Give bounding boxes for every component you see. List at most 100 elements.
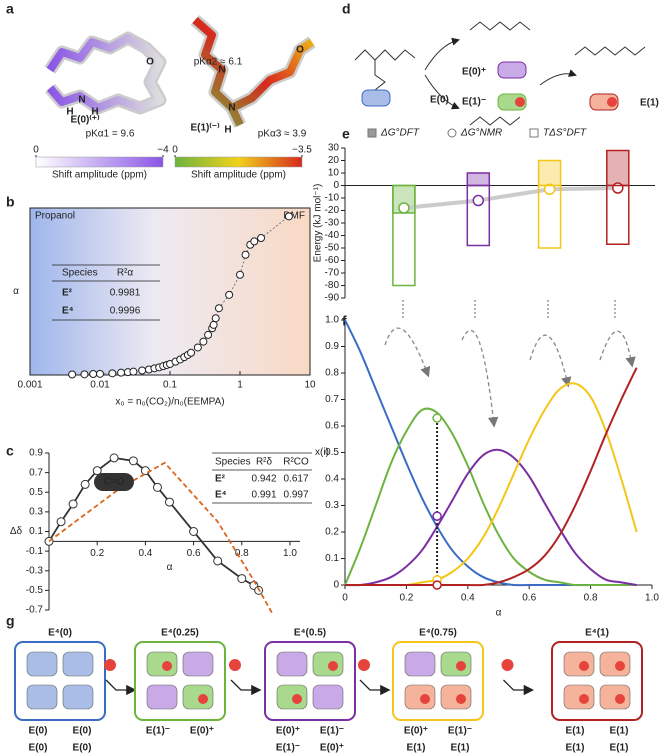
y-tick-label: 30	[328, 143, 340, 154]
series-line	[345, 367, 638, 587]
series-line	[344, 448, 637, 587]
table-cell: 0.9996	[110, 306, 141, 317]
atom-label: O	[146, 57, 154, 68]
data-point	[237, 574, 247, 584]
tile	[26, 684, 58, 710]
tile	[146, 684, 178, 710]
y-tick-label: 0.7	[325, 394, 339, 405]
molecule-decor	[44, 15, 316, 128]
x-tick-label: 1.0	[645, 593, 659, 604]
tile	[146, 651, 178, 677]
colorbar-tick-label: 0	[33, 145, 39, 156]
annotation: DMF	[283, 211, 305, 222]
x-tick-label: 0.6	[522, 593, 536, 604]
table-cell: 0.617	[283, 474, 308, 485]
x-tick-label: 0.8	[584, 593, 598, 604]
tile	[26, 651, 58, 677]
y-tick-label: 0.9	[29, 448, 43, 459]
tile	[563, 651, 595, 677]
atom-label: N	[228, 103, 235, 114]
y-tick-label: 0.3	[325, 500, 339, 511]
annotation: Propanol	[35, 211, 75, 222]
species-label: E(0)⁺	[404, 726, 428, 737]
table-header: Species	[215, 457, 251, 468]
nmr-point	[398, 202, 410, 214]
x-tick-label: 1.0	[283, 548, 297, 559]
tile	[440, 684, 472, 710]
series-line	[344, 319, 637, 587]
data-point	[138, 366, 147, 375]
data-point	[209, 320, 218, 329]
reaction-arrow	[503, 679, 535, 696]
x-tick-label: 0.2	[90, 548, 104, 559]
tds-bar	[392, 184, 416, 287]
species-label: E(0)	[29, 743, 48, 754]
x-tick-label: 10	[304, 380, 316, 391]
table-cell: E²	[215, 474, 226, 485]
data-point	[68, 370, 77, 379]
table-header: R²CO	[283, 457, 309, 468]
species-label: E(1)	[566, 726, 585, 737]
co2-ball	[501, 659, 514, 671]
y-tick-label: 20	[328, 155, 340, 166]
data-point	[92, 466, 102, 476]
nmr-point	[612, 182, 624, 194]
panel-label: g	[6, 613, 15, 629]
x-tick-label: 0.001	[17, 380, 42, 391]
species-label: E(1)	[407, 743, 426, 754]
data-point	[213, 556, 223, 566]
tds-bar	[537, 184, 562, 249]
data-point	[236, 270, 244, 279]
species-label: E(1)	[610, 726, 629, 737]
nmr-point	[543, 183, 556, 195]
y-tick-label: -40	[325, 230, 340, 241]
co2-ball	[579, 694, 589, 704]
state-label: E⁴(0.5)	[294, 628, 326, 639]
legend-swatch	[367, 128, 377, 138]
colorbar-tick-label: −3.5	[292, 145, 312, 156]
data-point	[187, 348, 196, 357]
species-label: E(0)⁺	[462, 67, 486, 78]
tile	[599, 684, 631, 710]
y-tick-label: 0.6	[325, 421, 339, 432]
marker-point	[432, 511, 442, 521]
tile	[276, 684, 308, 710]
data-point	[80, 370, 89, 379]
species-label: E(1)	[610, 743, 629, 754]
y-tick-label: 0.3	[29, 507, 43, 518]
reaction-arrow	[105, 679, 137, 696]
y-tick-label: 0.7	[29, 467, 43, 478]
data-point	[211, 314, 220, 323]
dg-bar	[606, 149, 630, 187]
state-label: E⁴(0.25)	[161, 628, 199, 639]
x-axis-label: x₀ = n₀(CO₂)/n₀(EEMPA)	[115, 397, 224, 408]
co2-ball	[456, 694, 466, 704]
dg-bar	[537, 159, 562, 187]
y-tick-label: 0.8	[325, 368, 339, 379]
species-label: E(1)⁻	[320, 726, 344, 737]
data-point	[199, 337, 208, 346]
legend-label: ΔG°DFT	[380, 128, 420, 139]
y-axis-label: x(i)	[315, 447, 329, 458]
data-point	[152, 482, 162, 492]
data-point	[109, 453, 119, 463]
y-tick-label: 0.9	[325, 341, 339, 352]
x-tick-label: 0.6	[187, 548, 201, 559]
co2-ball	[328, 661, 338, 671]
table-cell: 0.9981	[110, 288, 141, 299]
x-tick-label: 0.2	[399, 593, 413, 604]
table-cell: E⁴	[215, 490, 227, 501]
species-label: E(0)	[29, 726, 48, 737]
table-cell: E²	[62, 288, 73, 299]
y-tick-label: -80	[325, 280, 340, 291]
y-tick-label: 0.4	[325, 474, 339, 485]
y-axis-label: Δδ	[10, 526, 23, 537]
tile	[276, 651, 308, 677]
co2-ball	[104, 659, 116, 671]
y-tick-label: -30	[325, 218, 340, 229]
atom-label: N	[78, 95, 85, 106]
tds-bar	[466, 184, 491, 247]
x-tick-label: 1	[237, 380, 243, 391]
data-point	[193, 343, 202, 352]
